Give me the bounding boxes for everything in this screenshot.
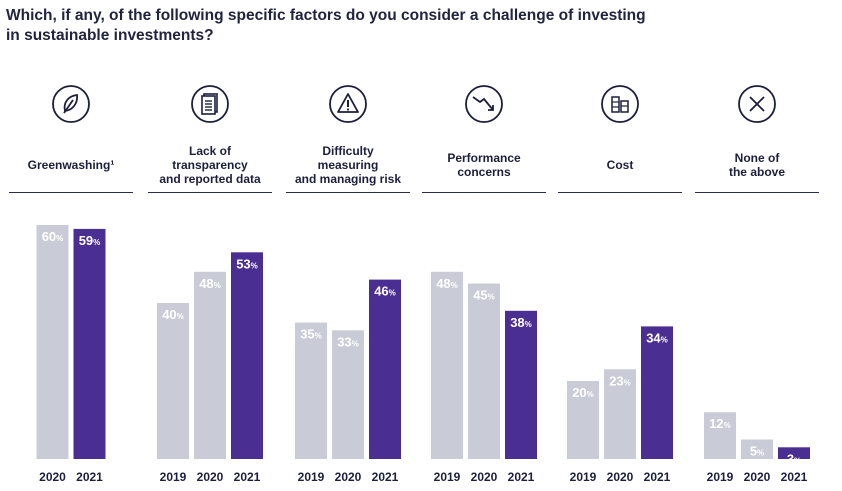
year-tick-label: 2020 xyxy=(197,470,224,484)
category-divider xyxy=(148,192,272,193)
category-divider xyxy=(9,192,133,193)
bar-2021 xyxy=(369,279,401,459)
warning-icon xyxy=(328,84,368,124)
chart-title-line-1: Which, if any, of the following specific… xyxy=(6,7,646,24)
bar-value-label: 59% xyxy=(79,233,101,248)
bar-value-label: 48% xyxy=(436,276,458,291)
bar-2019 xyxy=(431,271,463,459)
x-circle-icon xyxy=(737,84,777,124)
year-tick-label: 2021 xyxy=(372,470,399,484)
category-label-line: transparency xyxy=(172,158,248,172)
bar-value-label: 34% xyxy=(646,330,668,345)
bar-value-label: 5% xyxy=(750,444,764,459)
category-label-line: None of xyxy=(734,151,780,165)
category-label-line: concerns xyxy=(457,165,511,179)
bar-value-label: 23% xyxy=(609,373,631,388)
bar-value-label: 38% xyxy=(510,315,532,330)
year-tick-label: 2020 xyxy=(39,470,66,484)
category-divider xyxy=(695,192,819,193)
bar-2019 xyxy=(704,412,736,459)
category-label-line: Cost xyxy=(606,158,634,172)
year-tick-label: 2020 xyxy=(471,470,498,484)
bar-value-label: 53% xyxy=(236,256,258,271)
year-tick-label: 2019 xyxy=(160,470,187,484)
year-tick-label: 2021 xyxy=(508,470,535,484)
bar-2020 xyxy=(468,283,500,459)
category-label: None of the above xyxy=(695,140,819,190)
bar-value-label: 60% xyxy=(42,229,64,244)
category-label: Lack of transparency and reported data xyxy=(148,140,272,190)
category-label-line: Performance xyxy=(447,151,521,165)
bar-value-label: 48% xyxy=(199,276,221,291)
bar-value-label: 20% xyxy=(572,385,594,400)
category-label-line: Lack of xyxy=(188,144,231,158)
year-tick-label: 2021 xyxy=(781,470,808,484)
year-tick-label: 2019 xyxy=(298,470,325,484)
category-label-line: and reported data xyxy=(159,172,261,186)
year-tick-label: 2019 xyxy=(707,470,734,484)
bar-value-label: 45% xyxy=(473,288,495,303)
leaf-icon xyxy=(51,84,91,124)
declining-trend-icon xyxy=(464,84,504,124)
category-label: Cost xyxy=(558,140,682,190)
bar-2020 xyxy=(194,271,226,459)
year-tick-label: 2021 xyxy=(644,470,671,484)
category-label: Performance concerns xyxy=(422,140,546,190)
category-label: Greenwashing¹ xyxy=(9,140,133,190)
coins-icon xyxy=(600,84,640,124)
category-label-line: Greenwashing¹ xyxy=(27,158,115,172)
document-icon xyxy=(190,84,230,124)
year-tick-label: 2020 xyxy=(744,470,771,484)
bar-2021 xyxy=(778,447,810,459)
bar-2019 xyxy=(157,303,189,459)
bar-value-label: 3% xyxy=(787,451,801,466)
bar-value-label: 46% xyxy=(374,284,396,299)
year-tick-label: 2020 xyxy=(607,470,634,484)
bar-2021 xyxy=(641,326,673,459)
chart-title: Which, if any, of the following specific… xyxy=(6,6,806,46)
bar-value-label: 33% xyxy=(337,334,359,349)
bar-2019 xyxy=(295,322,327,459)
category-label-line: the above xyxy=(728,165,785,179)
bar-value-label: 12% xyxy=(709,416,731,431)
category-divider xyxy=(286,192,410,193)
bar-value-label: 35% xyxy=(300,327,322,342)
category-label-line: measuring xyxy=(317,158,379,172)
chart-title-line-2: in sustainable investments? xyxy=(6,27,214,44)
bar-2021 xyxy=(231,252,263,459)
category-divider xyxy=(558,192,682,193)
year-tick-label: 2020 xyxy=(335,470,362,484)
category-label-line: and managing risk xyxy=(294,172,402,186)
category-divider xyxy=(422,192,546,193)
bar-2021 xyxy=(505,310,537,459)
bar-2020 xyxy=(332,330,364,459)
bar-2020 xyxy=(604,369,636,459)
year-tick-label: 2021 xyxy=(234,470,261,484)
bar-2021 xyxy=(73,228,106,459)
bar-2020 xyxy=(741,439,773,459)
year-tick-label: 2019 xyxy=(434,470,461,484)
bar-value-label: 40% xyxy=(162,307,184,322)
category-label: Difficulty measuring and managing risk xyxy=(286,140,410,190)
year-tick-label: 2019 xyxy=(570,470,597,484)
bar-2020 xyxy=(36,225,69,459)
category-label-line: Difficulty xyxy=(322,144,374,158)
bar-2019 xyxy=(567,381,599,459)
year-tick-label: 2021 xyxy=(76,470,103,484)
